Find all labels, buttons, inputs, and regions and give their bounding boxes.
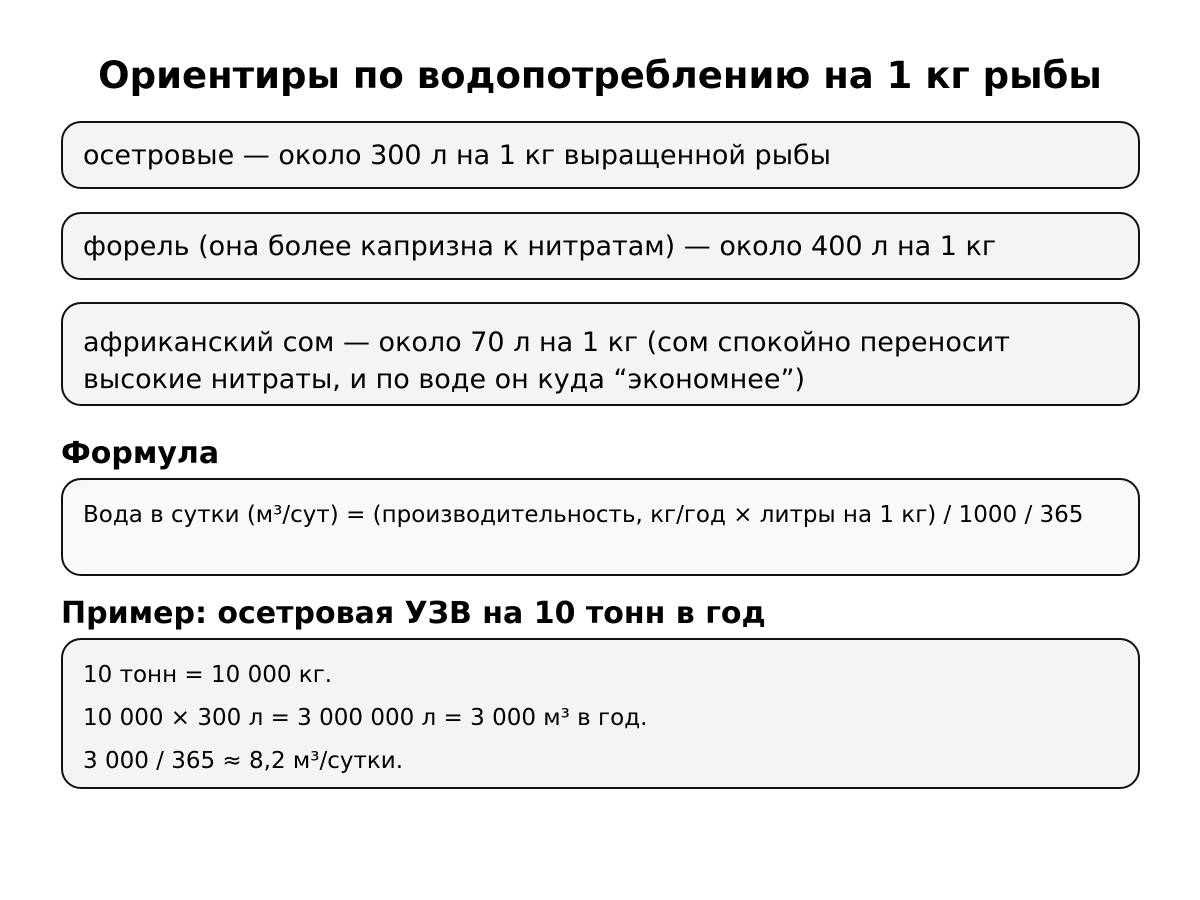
page-title: Ориентиры по водопотреблению на 1 кг рыб… [98,54,1102,97]
guideline-sturgeon: осетровые — около 300 л на 1 кг выращенн… [61,121,1140,189]
guideline-text: африканский сом — около 70 л на 1 кг (со… [83,327,1010,395]
example-box: 10 тонн = 10 000 кг. 10 000 × 300 л = 3 … [61,638,1140,789]
formula-text: Вода в сутки (м³/сут) = (производительно… [83,502,1084,528]
example-line: 10 тонн = 10 000 кг. [83,662,333,688]
formula-box: Вода в сутки (м³/сут) = (производительно… [61,478,1140,576]
formula-heading: Формула [61,436,220,471]
example-line: 3 000 / 365 ≈ 8,2 м³/сутки. [83,748,404,774]
guideline-text: осетровые — около 300 л на 1 кг выращенн… [83,140,831,171]
example-heading: Пример: осетровая УЗВ на 10 тонн в год [61,596,766,631]
guideline-trout: форель (она более капризна к нитратам) —… [61,212,1140,280]
guideline-catfish: африканский сом — около 70 л на 1 кг (со… [61,302,1140,406]
example-line: 10 000 × 300 л = 3 000 000 л = 3 000 м³ … [83,705,648,731]
guideline-text: форель (она более капризна к нитратам) —… [83,231,997,262]
